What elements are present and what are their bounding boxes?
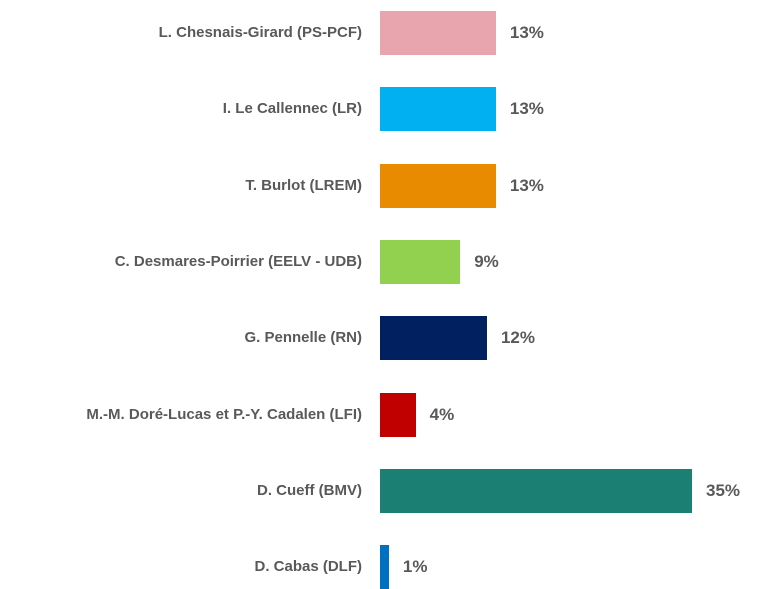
value-label: 13% (509, 175, 544, 195)
value-label: 13% (509, 23, 544, 42)
bar (380, 239, 461, 284)
bar (380, 11, 496, 55)
category-label: G. Pennelle (RN) (244, 329, 362, 347)
category-label: D. Cueff (BMV) (257, 481, 362, 499)
value-label: 13% (509, 99, 544, 119)
bar (380, 316, 487, 361)
value-label: 1% (402, 557, 428, 577)
category-label: L. Chesnais-Girard (PS-PCF) (158, 24, 362, 41)
value-label: 35% (706, 480, 741, 500)
bar (380, 87, 496, 132)
category-label: D. Cabas (DLF) (254, 558, 362, 576)
bar (380, 545, 389, 589)
value-label: 12% (500, 328, 535, 348)
value-label: 9% (474, 251, 499, 271)
value-label: 4% (429, 404, 455, 424)
bar (380, 163, 496, 208)
category-label: C. Desmares-Poirrier (EELV - UDB) (114, 252, 362, 270)
category-label: I. Le Callennec (LR) (222, 100, 362, 118)
bar (380, 468, 692, 513)
category-label: M.-M. Doré-Lucas et P.-Y. Cadalen (LFI) (86, 405, 362, 423)
category-label: T. Burlot (LREM) (245, 176, 362, 194)
bar (380, 392, 416, 437)
